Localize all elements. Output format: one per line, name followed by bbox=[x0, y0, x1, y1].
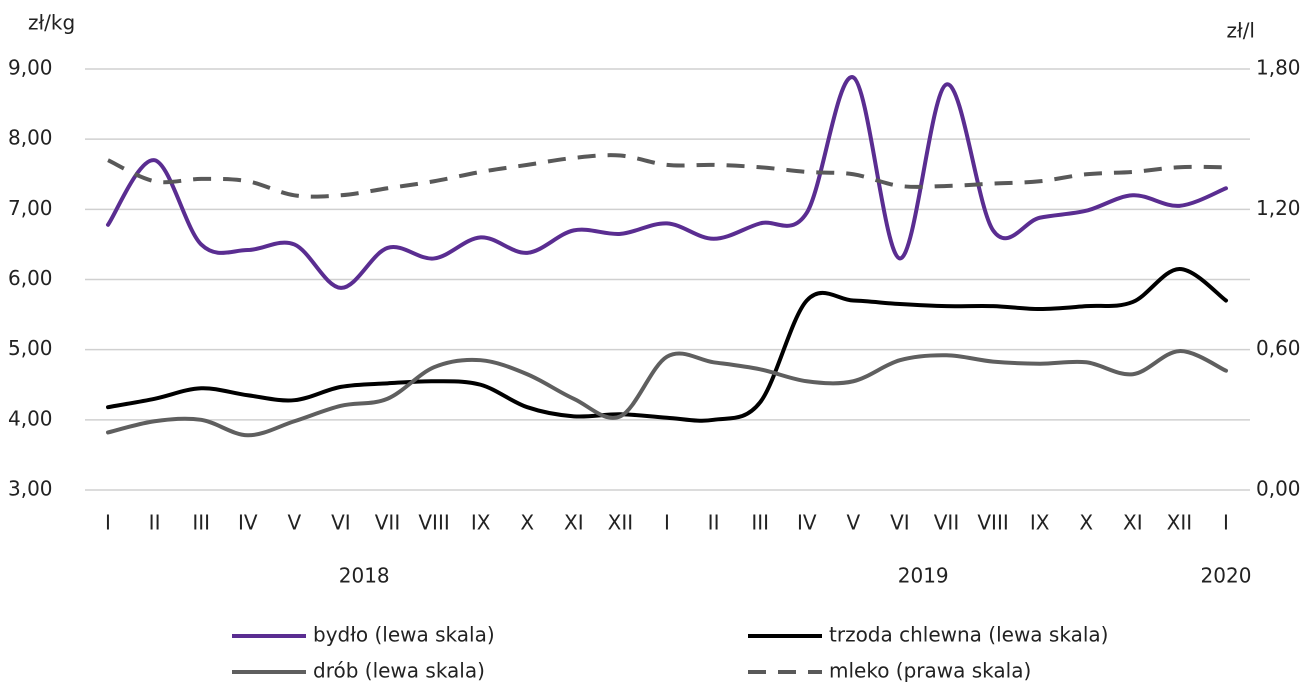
x-tick-label: VI bbox=[890, 511, 910, 535]
x-tick-label: VII bbox=[934, 511, 959, 535]
x-tick-label: I bbox=[1223, 511, 1229, 535]
legend-label: mleko (prawa skala) bbox=[829, 659, 1031, 683]
x-tick-label: IV bbox=[797, 511, 817, 535]
y2-tick-label: 1,20 bbox=[1256, 196, 1301, 220]
y2-tick-label: 0,00 bbox=[1256, 477, 1301, 501]
x-tick-label: XII bbox=[608, 511, 634, 535]
legend-label: trzoda chlewna (lewa skala) bbox=[829, 623, 1108, 647]
x-tick-label: XII bbox=[1167, 511, 1193, 535]
x-tick-label: VI bbox=[331, 511, 351, 535]
series-line bbox=[106, 75, 1228, 290]
series-line bbox=[106, 266, 1228, 423]
x-tick-label: II bbox=[708, 511, 720, 535]
year-label: 2018 bbox=[339, 564, 390, 588]
y-tick-label: 8,00 bbox=[8, 126, 53, 150]
y-tick-label: 7,00 bbox=[8, 196, 53, 220]
y-tick-label: 3,00 bbox=[8, 477, 53, 501]
series-line bbox=[107, 153, 1227, 199]
x-tick-label: XI bbox=[564, 511, 584, 535]
y-tick-label: 9,00 bbox=[8, 56, 53, 80]
x-tick-label: VIII bbox=[977, 511, 1008, 535]
year-label: 2020 bbox=[1201, 564, 1252, 588]
y-tick-label: 5,00 bbox=[8, 336, 53, 360]
x-tick-label: X bbox=[520, 511, 534, 535]
x-tick-label: I bbox=[105, 511, 111, 535]
y-tick-label: 6,00 bbox=[8, 266, 53, 290]
x-tick-label: III bbox=[751, 511, 769, 535]
y2-tick-label: 0,60 bbox=[1256, 336, 1301, 360]
series-line bbox=[106, 349, 1228, 438]
x-tick-label: VIII bbox=[418, 511, 449, 535]
x-tick-label: X bbox=[1079, 511, 1093, 535]
year-label: 2019 bbox=[898, 564, 949, 588]
x-tick-label: III bbox=[192, 511, 210, 535]
x-tick-label: VII bbox=[375, 511, 400, 535]
legend-label: bydło (lewa skala) bbox=[313, 623, 495, 647]
legend-label: drób (lewa skala) bbox=[313, 659, 485, 683]
x-tick-label: V bbox=[846, 511, 860, 535]
x-tick-label: IX bbox=[471, 511, 491, 535]
y-tick-label: 4,00 bbox=[8, 406, 53, 430]
x-tick-label: XI bbox=[1123, 511, 1143, 535]
x-tick-label: V bbox=[287, 511, 301, 535]
x-tick-label: IX bbox=[1030, 511, 1050, 535]
y2-axis-label: zł/l bbox=[1227, 19, 1255, 43]
x-tick-label: IV bbox=[238, 511, 258, 535]
x-tick-label: II bbox=[149, 511, 161, 535]
y-axis-label: zł/kg bbox=[28, 11, 75, 35]
x-tick-label: I bbox=[664, 511, 670, 535]
y2-tick-label: 1,80 bbox=[1256, 56, 1301, 80]
